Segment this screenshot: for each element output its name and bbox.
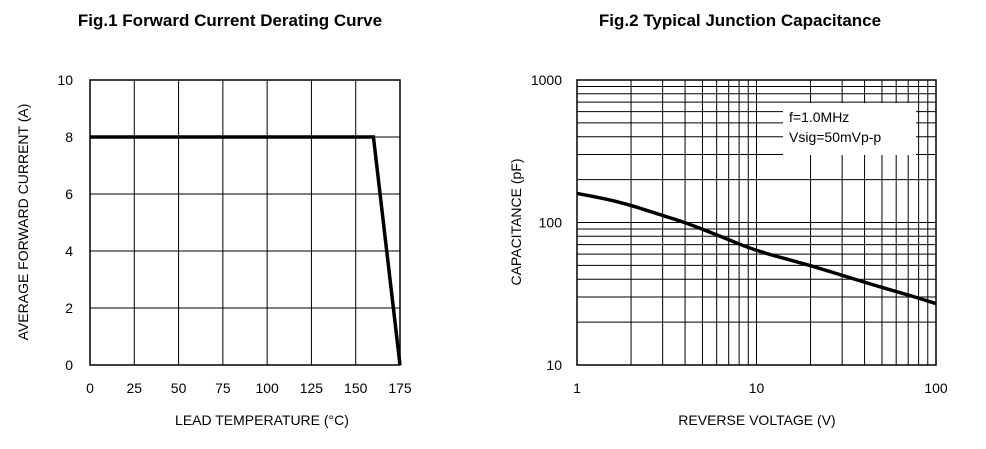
fig1-x-tick-label: 0: [86, 380, 94, 396]
fig1-title: Fig.1 Forward Current Derating Curve: [78, 11, 382, 30]
fig1-x-tick-label: 175: [388, 380, 412, 396]
fig1-tick-labels: 0 25 50 75 100 125 150 175 0 2 4 6 8 10: [57, 72, 411, 396]
fig1-x-tick-label: 150: [344, 380, 368, 396]
fig1-x-tick-label: 75: [215, 380, 231, 396]
fig2-tick-labels: 1 10 100 10 100 1000: [531, 72, 948, 396]
fig1-x-tick-label: 125: [300, 380, 324, 396]
fig2-x-axis-label: REVERSE VOLTAGE (V): [678, 412, 835, 428]
fig1-plot-frame: [89, 79, 401, 366]
fig1-y-axis-label: AVERAGE FORWARD CURRENT (A): [15, 104, 31, 341]
fig2-y-tick-label: 100: [539, 215, 563, 231]
fig1-y-tick-label: 4: [65, 243, 73, 259]
fig1-x-tick-label: 100: [255, 380, 279, 396]
fig1-x-tick-label: 50: [171, 380, 187, 396]
fig1-y-tick-label: 10: [57, 72, 73, 88]
fig2-plot-frame: [576, 79, 937, 366]
fig2-x-tick-label: 10: [749, 380, 765, 396]
fig2-x-tick-label: 1: [573, 380, 581, 396]
fig1-x-tick-label: 25: [126, 380, 142, 396]
fig2-title: Fig.2 Typical Junction Capacitance: [599, 11, 881, 30]
fig1-y-tick-label: 2: [65, 300, 73, 316]
fig2-y-tick-label: 1000: [531, 72, 562, 88]
fig1-x-axis-label: LEAD TEMPERATURE (°C): [175, 412, 349, 428]
fig1-y-tick-label: 6: [65, 186, 73, 202]
fig2-legend-box: [783, 103, 916, 155]
fig1-y-tick-label: 0: [65, 357, 73, 373]
fig2-capacitance-curve: [576, 191, 937, 306]
fig2-x-tick-label: 100: [924, 380, 948, 396]
fig1-grid: [89, 79, 401, 366]
fig2-annotation-vsig: Vsig=50mVp-p: [789, 129, 881, 145]
fig2-y-tick-label: 10: [546, 357, 562, 373]
fig1-derating-curve: [90, 135, 402, 366]
fig1-y-tick-label: 8: [65, 129, 73, 145]
fig2-annotation-frequency: f=1.0MHz: [789, 109, 849, 125]
fig2-y-axis-label: CAPACITANCE (pF): [508, 158, 524, 285]
